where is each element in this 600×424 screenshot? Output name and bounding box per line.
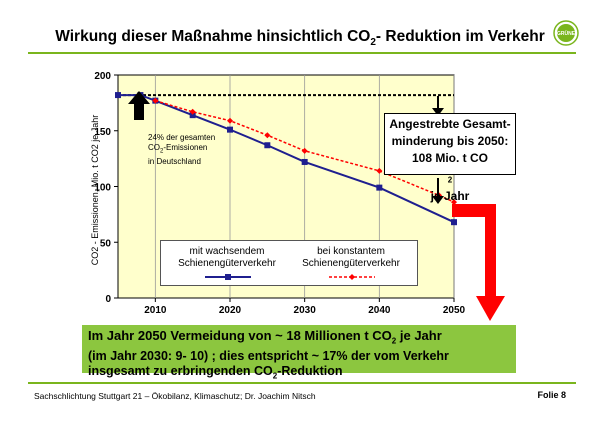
series2-point: [264, 132, 271, 139]
y-tick-label: 50: [100, 238, 112, 249]
x-tick-label: 2030: [294, 305, 317, 316]
y-tick-label: 0: [105, 294, 111, 305]
legend-series2-marker: [349, 274, 355, 280]
footer-divider: [28, 382, 576, 384]
y-tick-label: 150: [94, 127, 111, 138]
footer-source: Sachschlichtung Stuttgart 21 – Ökobilanz…: [34, 391, 316, 401]
series-line-2: [155, 99, 455, 203]
series1-point: [227, 126, 233, 133]
series2-point: [189, 108, 196, 115]
series2-point: [301, 147, 308, 154]
y-axis-label: CO2 - Emissionen, Mio. t CO2 je Jahr: [90, 115, 100, 266]
target-callout: Angestrebte Gesamt- minderung bis 2050: …: [384, 113, 516, 203]
slide-number: Folie 8: [537, 390, 566, 400]
share-annotation: 24% der gesamten CO2-Emissionen in Deuts…: [148, 133, 216, 166]
legend-series1-label: mit wachsendem Schienengüterverkehr: [178, 246, 276, 269]
chart-legend: mit wachsendem Schienengüterverkehr bei k…: [160, 240, 418, 286]
series1-point: [115, 92, 121, 99]
series2-point: [376, 167, 383, 174]
y-tick-label: 100: [94, 183, 111, 194]
arrow-2008-icon: [128, 91, 150, 120]
legend-series1-marker: [225, 274, 231, 280]
series1-point: [189, 112, 196, 119]
series2-point: [152, 97, 159, 104]
x-tick-label: 2050: [443, 305, 466, 316]
x-axis: 2010 2020 2030 2040 2050: [144, 298, 466, 316]
x-tick-label: 2010: [144, 305, 167, 316]
y-tick-label: 200: [94, 71, 111, 82]
title-divider: [28, 52, 576, 54]
summary-box: Im Jahr 2050 Vermeidung von ~ 18 Million…: [82, 325, 516, 380]
series2-point: [451, 199, 457, 206]
series1-point: [264, 142, 271, 149]
series1-point: [376, 184, 383, 191]
y-axis: 0 50 100 150 200: [94, 71, 118, 305]
series1-point: [451, 219, 457, 226]
x-tick-label: 2040: [368, 305, 391, 316]
legend-series2-label: bei konstantem Schienengüterverkehr: [302, 246, 400, 269]
series-group: [115, 92, 457, 226]
red-reduction-arrow-icon: [452, 204, 505, 321]
logo-icon: GRÜNE: [553, 20, 579, 46]
series2-point: [227, 117, 233, 124]
arrow-2050-down-icon: [432, 96, 444, 204]
logo-text: GRÜNE: [557, 30, 576, 37]
slide-title: Wirkung dieser Maßnahme hinsichtlich CO2…: [55, 28, 545, 49]
x-tick-label: 2020: [219, 305, 242, 316]
legend-swatches: [205, 274, 375, 280]
series1-point: [301, 158, 308, 165]
